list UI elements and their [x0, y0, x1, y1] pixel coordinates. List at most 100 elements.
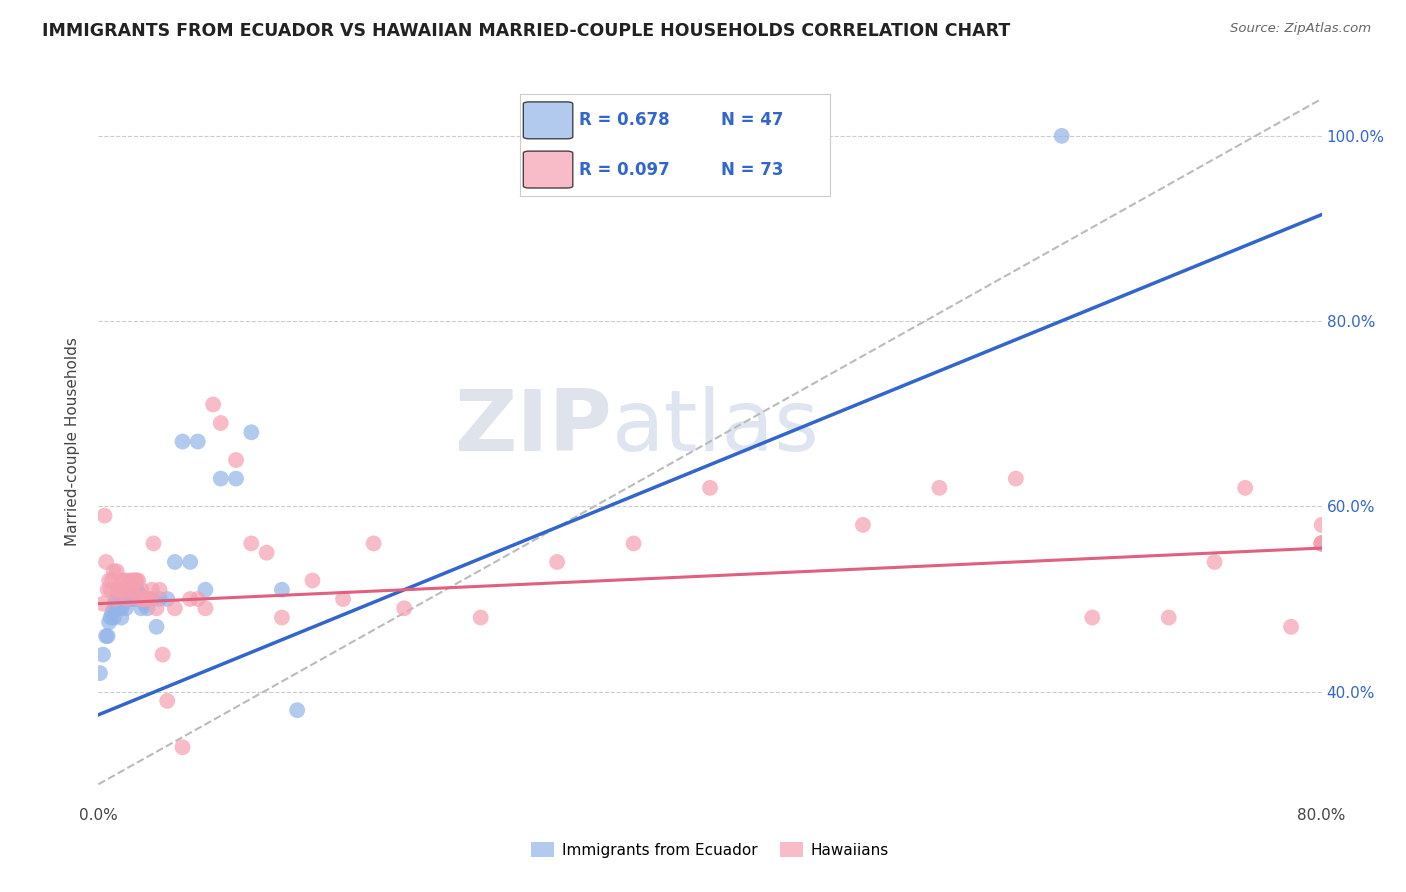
Point	[1279, 620, 1302, 634]
Point	[122, 574, 145, 588]
Text: atlas: atlas	[612, 385, 820, 468]
Point	[1050, 128, 1073, 143]
Point	[117, 587, 139, 601]
Point	[108, 601, 131, 615]
FancyBboxPatch shape	[523, 151, 572, 188]
Point	[1310, 536, 1333, 550]
Point	[100, 610, 122, 624]
Point	[172, 740, 194, 755]
Point	[363, 536, 385, 550]
Point	[122, 587, 145, 601]
Point	[1204, 555, 1226, 569]
Point	[110, 601, 132, 615]
Text: R = 0.097: R = 0.097	[579, 161, 669, 178]
Point	[107, 597, 129, 611]
Point	[118, 592, 141, 607]
Text: N = 73: N = 73	[721, 161, 783, 178]
Point	[103, 564, 125, 578]
Point	[392, 601, 416, 615]
Point	[100, 582, 122, 597]
Point	[156, 592, 179, 607]
FancyBboxPatch shape	[523, 102, 572, 139]
Point	[115, 601, 138, 615]
Point	[105, 564, 128, 578]
Point	[141, 582, 163, 597]
Point	[546, 555, 568, 569]
Point	[152, 648, 174, 662]
Text: Source: ZipAtlas.com: Source: ZipAtlas.com	[1230, 22, 1371, 36]
Point	[121, 574, 143, 588]
Point	[187, 434, 209, 449]
Point	[142, 536, 165, 550]
Point	[125, 574, 148, 588]
Point	[120, 592, 142, 607]
Point	[852, 517, 875, 532]
Point	[136, 592, 159, 607]
Point	[470, 610, 492, 624]
Text: IMMIGRANTS FROM ECUADOR VS HAWAIIAN MARRIED-COUPLE HOUSEHOLDS CORRELATION CHART: IMMIGRANTS FROM ECUADOR VS HAWAIIAN MARR…	[42, 22, 1011, 40]
Text: N = 47: N = 47	[721, 112, 783, 129]
Point	[103, 601, 125, 615]
Point	[93, 508, 115, 523]
Point	[108, 582, 131, 597]
Point	[225, 453, 247, 467]
Point	[98, 574, 121, 588]
Point	[121, 592, 143, 607]
Y-axis label: Married-couple Households: Married-couple Households	[65, 337, 80, 546]
Point	[127, 574, 149, 588]
Point	[101, 574, 124, 588]
Point	[115, 582, 138, 597]
Point	[112, 574, 135, 588]
Point	[699, 481, 721, 495]
Point	[105, 592, 128, 607]
Point	[134, 597, 156, 611]
Point	[1310, 536, 1333, 550]
Point	[145, 620, 167, 634]
Point	[163, 601, 186, 615]
Point	[225, 472, 247, 486]
Point	[209, 472, 232, 486]
Point	[187, 592, 209, 607]
Point	[101, 606, 124, 620]
Point	[145, 601, 167, 615]
Point	[129, 582, 152, 597]
Point	[1310, 536, 1333, 550]
Text: ZIP: ZIP	[454, 385, 612, 468]
Point	[115, 587, 138, 601]
Point	[270, 582, 292, 597]
Point	[132, 592, 155, 607]
Point	[91, 597, 114, 611]
Point	[129, 601, 152, 615]
Point	[89, 666, 111, 681]
Point	[110, 610, 132, 624]
Point	[97, 629, 120, 643]
Point	[1234, 481, 1257, 495]
Point	[141, 592, 163, 607]
Point	[1310, 536, 1333, 550]
Point	[111, 597, 134, 611]
Point	[172, 434, 194, 449]
Point	[301, 574, 323, 588]
Point	[163, 555, 186, 569]
Point	[107, 582, 129, 597]
Point	[124, 574, 146, 588]
Point	[156, 694, 179, 708]
Point	[110, 582, 132, 597]
Point	[104, 597, 127, 611]
Point	[136, 601, 159, 615]
Point	[103, 610, 125, 624]
Point	[124, 592, 146, 607]
Point	[194, 582, 217, 597]
Point	[118, 574, 141, 588]
Point	[194, 601, 217, 615]
Point	[1310, 536, 1333, 550]
Point	[111, 574, 134, 588]
Point	[94, 629, 117, 643]
Point	[149, 592, 172, 607]
Point	[928, 481, 950, 495]
Point	[91, 648, 114, 662]
Point	[1157, 610, 1180, 624]
Point	[134, 592, 156, 607]
Point	[139, 592, 162, 607]
Point	[270, 610, 292, 624]
